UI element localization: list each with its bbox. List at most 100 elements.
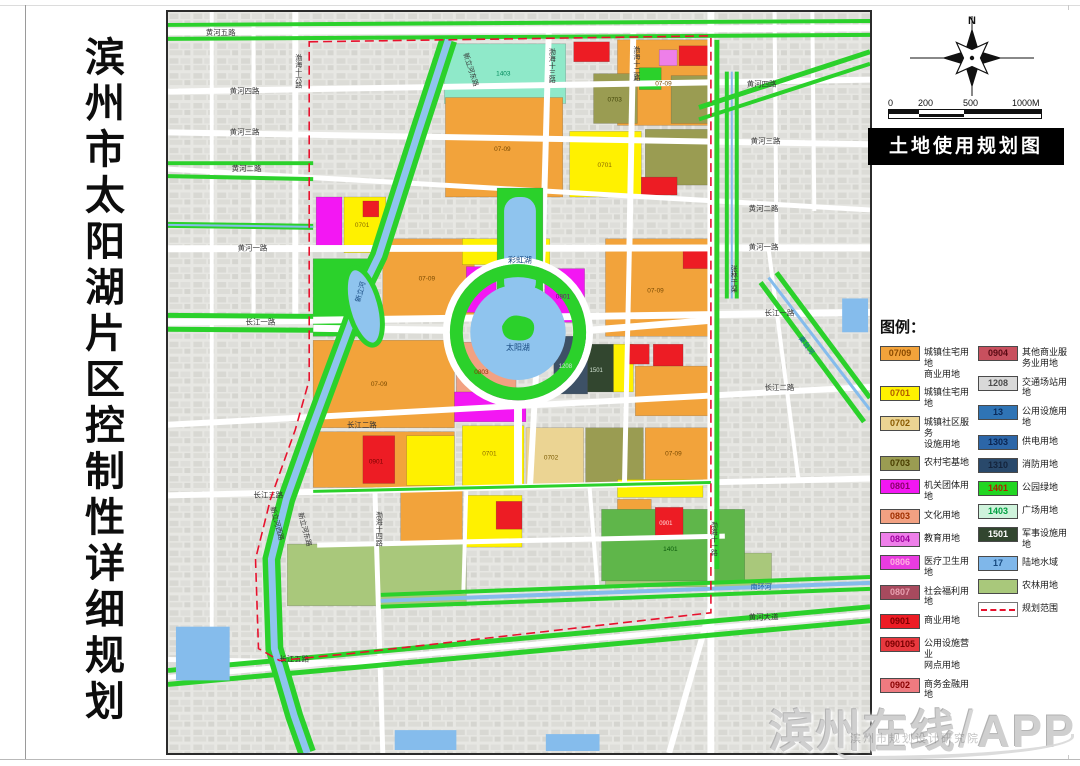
legend-item: 17 陆地水域 xyxy=(978,556,1070,572)
parcel xyxy=(682,248,710,269)
canal-water xyxy=(168,223,314,228)
green-belt xyxy=(698,61,870,122)
legend-swatch: 0703 xyxy=(880,456,920,472)
parcel xyxy=(462,425,525,486)
legend-swatch: 0803 xyxy=(880,508,920,524)
pond xyxy=(394,730,457,751)
map-label: 黄河二路 xyxy=(749,203,779,213)
rainbow-lake-water xyxy=(504,197,536,297)
map-label: 07-09 xyxy=(655,81,672,88)
river-bank xyxy=(758,281,867,424)
legend-item: 1403 广场用地 xyxy=(978,503,1070,520)
legend-label: 城镇住宅用地 商业用地 xyxy=(924,347,970,379)
scale-segment xyxy=(919,113,964,117)
road xyxy=(372,487,386,753)
map-label: 0803 xyxy=(474,369,489,376)
road xyxy=(621,248,632,488)
legend-item: 090105 公用设施营业 网点用地 xyxy=(880,637,972,670)
legend-label: 教育用地 xyxy=(924,532,961,543)
legend-column-left: 07/09 城镇住宅用地 商业用地 0701 城镇住宅用地 0702 城镇社区服务 设施用地 0… xyxy=(880,346,972,707)
green-belt xyxy=(168,32,870,41)
map-label: 渤海十一路 xyxy=(710,520,717,557)
parcel xyxy=(315,196,343,247)
parcel xyxy=(587,343,614,393)
pond xyxy=(175,626,230,681)
map-label: 渤海十二路 xyxy=(633,45,640,82)
map-label: 黄河大道 xyxy=(749,612,779,622)
road xyxy=(589,316,712,334)
map-label: 黄河五路 xyxy=(206,27,236,37)
legend-item: 0701 城镇住宅用地 xyxy=(880,386,972,409)
sheet-vertical-title: 滨州市太阳湖片区控制性详细规划 xyxy=(79,36,123,726)
map-label: 长江三路 xyxy=(254,489,284,499)
legend-swatch: 0806 xyxy=(880,554,920,570)
map-label: 0701 xyxy=(355,222,370,229)
frame-line-left xyxy=(25,5,26,759)
map-label: 渤海十六路 xyxy=(295,53,302,90)
green-belt xyxy=(168,312,314,319)
river-bank xyxy=(380,586,870,609)
scale-tick: 0 xyxy=(888,98,894,108)
legend-label: 公园绿地 xyxy=(1022,481,1059,492)
map-label: 07-09 xyxy=(419,276,436,283)
legend-label: 公用设施用地 xyxy=(1022,406,1068,427)
scale-bar: 0 200 500 1000M xyxy=(888,98,1060,122)
map-label: 南环河 xyxy=(751,582,772,591)
map-label: 黄河四路 xyxy=(747,79,777,89)
legend-item: 0804 教育用地 xyxy=(880,531,972,548)
legend-item: 0803 文化用地 xyxy=(880,508,972,525)
legend-swatch xyxy=(978,579,1018,595)
map-label: 太阳湖 xyxy=(506,342,530,352)
legend-item: 0901 商业用地 xyxy=(880,614,972,630)
plan-boundary xyxy=(254,35,712,662)
river-bank xyxy=(774,271,870,400)
legend-swatch: 1501 xyxy=(978,526,1018,542)
map-label: 长江一路 xyxy=(765,307,795,317)
boundary-dash-sample xyxy=(981,609,1015,612)
river-water xyxy=(767,276,870,411)
parcel xyxy=(641,176,678,196)
scale-tick-labels: 0 200 500 1000M xyxy=(888,98,1060,109)
compass-rose: N xyxy=(874,12,1070,98)
map-label: 黄河一路 xyxy=(749,242,779,252)
legend-swatch: 1403 xyxy=(978,503,1018,519)
map-label: 黄河四路 xyxy=(230,86,260,96)
river-water xyxy=(380,580,870,603)
legend-item: 1208 交通场站用地 xyxy=(978,375,1070,399)
green-belt xyxy=(168,18,870,27)
land-use-map: 黄河五路 黄河四路 黄河三路 黄河二路 黄河一路 长江一路 长江二路 长江三路 长江五路 黄河四路… xyxy=(166,10,872,755)
road xyxy=(168,129,870,148)
legend-label: 文化用地 xyxy=(924,509,961,520)
map-label: 0703 xyxy=(607,97,622,104)
legend-label: 城镇住宅用地 xyxy=(924,387,970,409)
legend-label: 医疗卫生用地 xyxy=(924,555,970,577)
scale-bar-graphic xyxy=(888,109,1042,119)
frame-line-bottom xyxy=(0,759,1080,760)
map-label: 1401 xyxy=(663,546,678,553)
map-label: 黄河三路 xyxy=(751,135,781,145)
green-belt xyxy=(168,326,314,333)
scale-tick: 500 xyxy=(963,98,979,108)
legend-label: 军事设施用地 xyxy=(1022,527,1068,549)
map-label: 0801 xyxy=(556,293,571,300)
map-label: 0702 xyxy=(544,455,559,462)
legend-item: 0807 社会福利用地 xyxy=(880,584,972,608)
legend-column-right: 0904 其他商业服 务业用地 1208 交通场站用地 13 公用设施用地 1303 供电用地 1… xyxy=(978,346,1070,707)
parcel xyxy=(678,45,710,66)
road xyxy=(168,76,870,95)
pond xyxy=(842,298,869,333)
map-label: 渤海十四路 xyxy=(375,510,382,547)
legend-swatch: 1401 xyxy=(978,480,1018,496)
map-label: 07-09 xyxy=(371,381,388,388)
map-label: 张林干渠 xyxy=(730,264,737,294)
river-xinli-water xyxy=(267,38,452,753)
road xyxy=(626,29,637,249)
pond xyxy=(545,734,600,752)
legend-label: 消防用地 xyxy=(1022,458,1059,469)
legend-item: 0703 农村宅基地 xyxy=(880,456,972,472)
watermark: 滨州市规划设计研究院 滨州在线/APP xyxy=(769,695,1076,760)
legend-swatch: 17 xyxy=(978,556,1018,572)
legend-title: 图例： xyxy=(880,319,926,336)
legend-label: 城镇社区服务 设施用地 xyxy=(924,416,970,449)
